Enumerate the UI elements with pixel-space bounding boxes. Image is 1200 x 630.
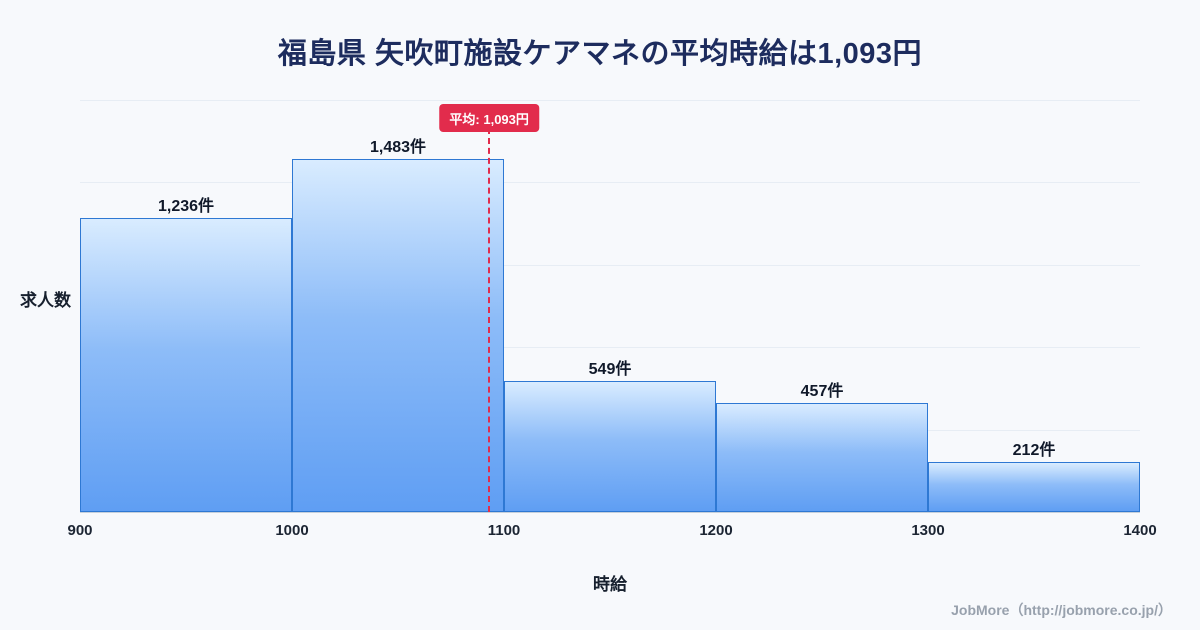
x-tick-label: 1200 [699,522,733,539]
bar [928,461,1140,512]
bar-value-label: 457件 [800,383,844,401]
x-tick-label: 1300 [911,522,945,539]
average-line [488,128,491,512]
bar-value-label: 1,236件 [157,197,215,215]
x-tick-label: 900 [67,522,93,539]
chart-title: 福島県 矢吹町施設ケアマネの平均時給は1,093円 [277,38,923,70]
gridline [80,182,1140,184]
average-badge: 平均: 1,093円 [439,104,539,132]
gridline [80,264,1140,266]
footer-credit: JobMore（http://jobmore.co.jp/） [951,602,1172,618]
x-tick-label: 1100 [487,522,521,539]
x-tick-label: 1000 [275,522,309,539]
bar [716,403,928,512]
x-tick-label: 1400 [1123,522,1157,539]
gridline [80,100,1140,101]
bar [80,217,292,512]
bar [292,158,504,512]
y-axis-label: 求人数 [20,291,71,310]
gridline [80,347,1140,349]
bar [504,381,716,512]
bar-value-label: 549件 [588,361,632,379]
bar-value-label: 1,483件 [369,138,427,156]
x-axis-label: 時給 [593,575,627,594]
bar-value-label: 212件 [1012,441,1056,459]
x-axis-baseline [80,512,1140,513]
